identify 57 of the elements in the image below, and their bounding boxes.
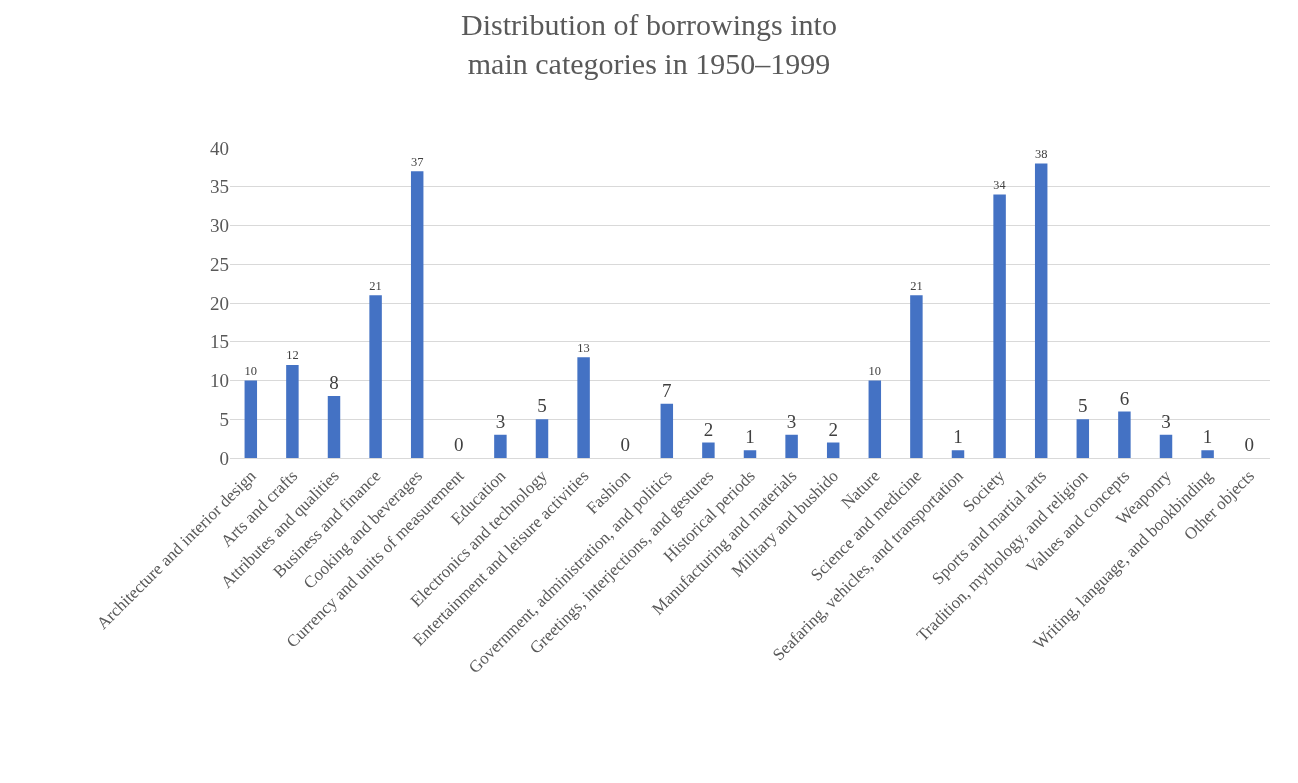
data-label: 10	[244, 363, 258, 378]
bar	[868, 380, 882, 458]
data-label: 34	[993, 177, 1006, 192]
bar	[743, 450, 757, 458]
data-label: 37	[410, 154, 424, 169]
data-label: 3	[786, 410, 797, 432]
data-label: 5	[537, 395, 547, 417]
data-label: 10	[868, 363, 882, 378]
data-label: 3	[1161, 410, 1171, 432]
data-label: 6	[1119, 387, 1130, 409]
bar	[910, 295, 923, 458]
data-label: 2	[703, 418, 714, 440]
bar	[1034, 163, 1048, 458]
bar	[785, 434, 798, 458]
y-tick-label: 30	[210, 215, 229, 237]
bar	[702, 442, 715, 458]
bar	[369, 295, 382, 458]
bar	[826, 442, 840, 458]
data-label: 0	[1244, 434, 1254, 455]
data-label: 1	[1202, 426, 1213, 448]
data-label: 0	[620, 434, 630, 455]
data-label: 3	[495, 410, 506, 432]
y-tick-label: 25	[210, 253, 229, 275]
chart-title: Distribution of borrowings into main categories in 1950–1999	[461, 8, 837, 81]
bar	[410, 171, 424, 458]
bar	[535, 419, 549, 458]
bar	[286, 365, 299, 458]
y-tick-label: 35	[210, 176, 229, 198]
bar	[244, 380, 258, 458]
data-label: 21	[369, 278, 382, 293]
y-tick-label: 5	[219, 408, 229, 430]
data-label: 2	[828, 418, 838, 440]
data-label: 38	[1034, 146, 1048, 161]
bar	[577, 357, 590, 458]
data-label: 7	[662, 379, 672, 401]
y-tick-label: 0	[219, 447, 229, 469]
bar	[951, 450, 965, 458]
y-tick-label: 15	[210, 331, 229, 353]
bar	[1159, 434, 1173, 458]
data-label: 21	[910, 278, 923, 293]
data-label: 1	[745, 426, 755, 448]
bar	[1201, 450, 1214, 458]
data-label: 12	[286, 348, 299, 363]
bar	[327, 396, 341, 458]
data-label: 5	[1078, 395, 1088, 417]
bar	[660, 403, 674, 458]
bar	[494, 434, 507, 458]
data-label: 1	[953, 426, 963, 448]
y-tick-label: 40	[210, 137, 229, 159]
data-label: 0	[454, 434, 464, 455]
bar	[1076, 419, 1090, 458]
y-tick-label: 20	[210, 292, 229, 314]
y-tick-label: 10	[210, 370, 229, 392]
data-label: 8	[329, 372, 339, 393]
data-label: 13	[577, 340, 590, 355]
bar	[1118, 411, 1131, 458]
bar	[993, 194, 1006, 458]
